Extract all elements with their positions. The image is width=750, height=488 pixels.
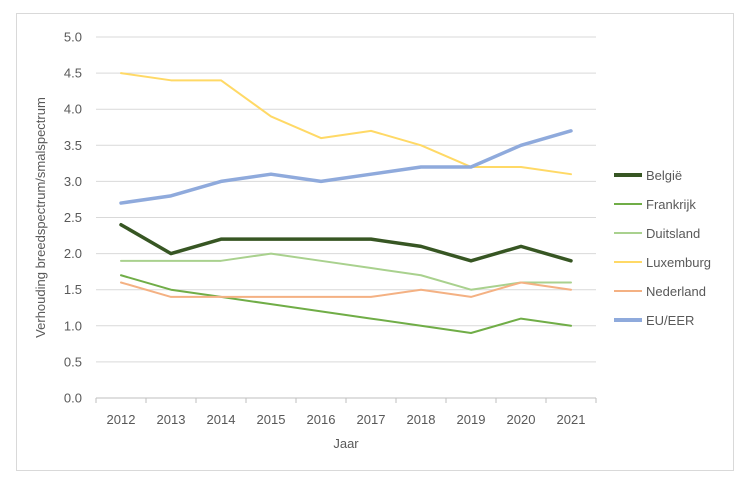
y-axis-title: Verhouding breedspectrum/smalspectrum — [33, 97, 48, 338]
y-tick-label: 5.0 — [64, 30, 82, 45]
y-tick-label: 1.5 — [64, 282, 82, 297]
legend-label: Duitsland — [646, 226, 700, 241]
legend-label: EU/EER — [646, 313, 694, 328]
x-tick-label: 2015 — [257, 412, 286, 427]
y-tick-label: 1.0 — [64, 318, 82, 333]
x-tick-label: 2021 — [557, 412, 586, 427]
y-tick-label: 0.5 — [64, 354, 82, 369]
x-tick-label: 2013 — [157, 412, 186, 427]
y-tick-label: 3.5 — [64, 138, 82, 153]
y-tick-label: 4.0 — [64, 102, 82, 117]
x-tick-label: 2019 — [457, 412, 486, 427]
legend: België Frankrijk Duitsland Luxemburg Nederla… — [614, 168, 711, 328]
legend-label: Luxemburg — [646, 255, 711, 270]
legend-label: Nederland — [646, 284, 706, 299]
series-lines — [119, 72, 573, 335]
series-line-1 — [120, 274, 572, 335]
x-tick-label: 2017 — [357, 412, 386, 427]
gridlines — [96, 36, 596, 363]
series-line-2 — [120, 252, 572, 291]
y-tick-label: 3.0 — [64, 174, 82, 189]
chart-frame — [16, 13, 734, 471]
series-line-3 — [120, 72, 572, 176]
x-tick-label: 2014 — [207, 412, 236, 427]
legend-label: België — [646, 168, 682, 183]
x-tick-label: 2016 — [307, 412, 336, 427]
x-tick-label: 2018 — [407, 412, 436, 427]
y-tick-label: 4.5 — [64, 66, 82, 81]
series-line-4 — [120, 281, 572, 298]
y-tick-label: 2.0 — [64, 246, 82, 261]
y-tick-label: 2.5 — [64, 210, 82, 225]
series-line-0 — [119, 222, 573, 263]
y-tick-label: 0.0 — [64, 391, 82, 406]
legend-label: Frankrijk — [646, 197, 696, 212]
y-axis-ticks: 0.0 0.5 1.0 1.5 2.0 2.5 3.0 3.5 4.0 4.5 5.0 — [64, 30, 82, 406]
x-tick-label: 2020 — [507, 412, 536, 427]
x-axis-title: Jaar — [333, 436, 359, 451]
x-tick-label: 2012 — [107, 412, 136, 427]
series-line-5 — [119, 129, 573, 205]
x-axis: 2012 2013 2014 2015 2016 2017 2018 2019 2020 2021 — [95, 397, 597, 427]
